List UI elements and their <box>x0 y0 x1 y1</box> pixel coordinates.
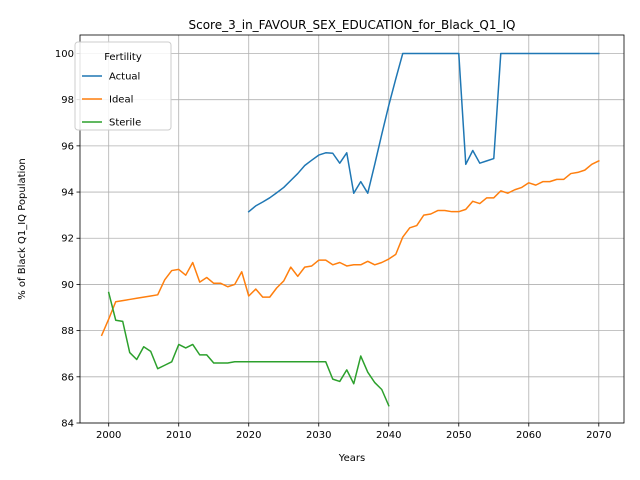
y-tick-label: 88 <box>61 326 74 337</box>
series-line-ideal <box>100 159 600 337</box>
chart-title: Score_3_in_FAVOUR_SEX_EDUCATION_for_Blac… <box>189 18 516 32</box>
x-tick-label: 2060 <box>516 430 541 441</box>
x-tick-label: 2000 <box>96 430 121 441</box>
x-tick-label: 2030 <box>306 430 331 441</box>
x-tick-label: 2010 <box>166 430 191 441</box>
legend: Fertility Actual Ideal Sterile <box>74 41 172 131</box>
legend-label-actual: Actual <box>109 72 140 83</box>
x-axis-label: Years <box>338 453 365 464</box>
plot-frame <box>79 34 625 424</box>
legend-label-ideal: Ideal <box>109 95 133 106</box>
x-tick-label: 2050 <box>446 430 471 441</box>
x-tick-label: 2040 <box>376 430 401 441</box>
legend-box <box>74 41 172 131</box>
y-tick-label: 98 <box>61 95 74 106</box>
y-tick-label: 90 <box>61 280 74 291</box>
legend-items: Actual Ideal Sterile <box>82 72 141 129</box>
y-axis-label: % of Black Q1_IQ Population <box>17 158 28 300</box>
legend-title: Fertility <box>104 52 142 63</box>
y-tick-label: 100 <box>55 49 74 60</box>
y-tick-label: 96 <box>61 141 74 152</box>
x-tick-label: 2020 <box>236 430 261 441</box>
x-tick-label: 2070 <box>586 430 611 441</box>
series-layer <box>100 52 600 407</box>
x-axis-ticks: 2000 2010 2020 2030 2040 2050 2060 2070 <box>96 423 612 441</box>
series-line-sterile <box>107 291 390 407</box>
series-line-actual <box>247 52 600 213</box>
y-tick-label: 92 <box>61 234 74 245</box>
legend-label-sterile: Sterile <box>109 118 141 129</box>
y-tick-label: 86 <box>61 372 74 383</box>
y-axis-ticks: 84 86 88 90 92 94 96 98 100 <box>55 49 80 430</box>
y-tick-label: 84 <box>61 419 74 430</box>
y-tick-label: 94 <box>61 188 74 199</box>
